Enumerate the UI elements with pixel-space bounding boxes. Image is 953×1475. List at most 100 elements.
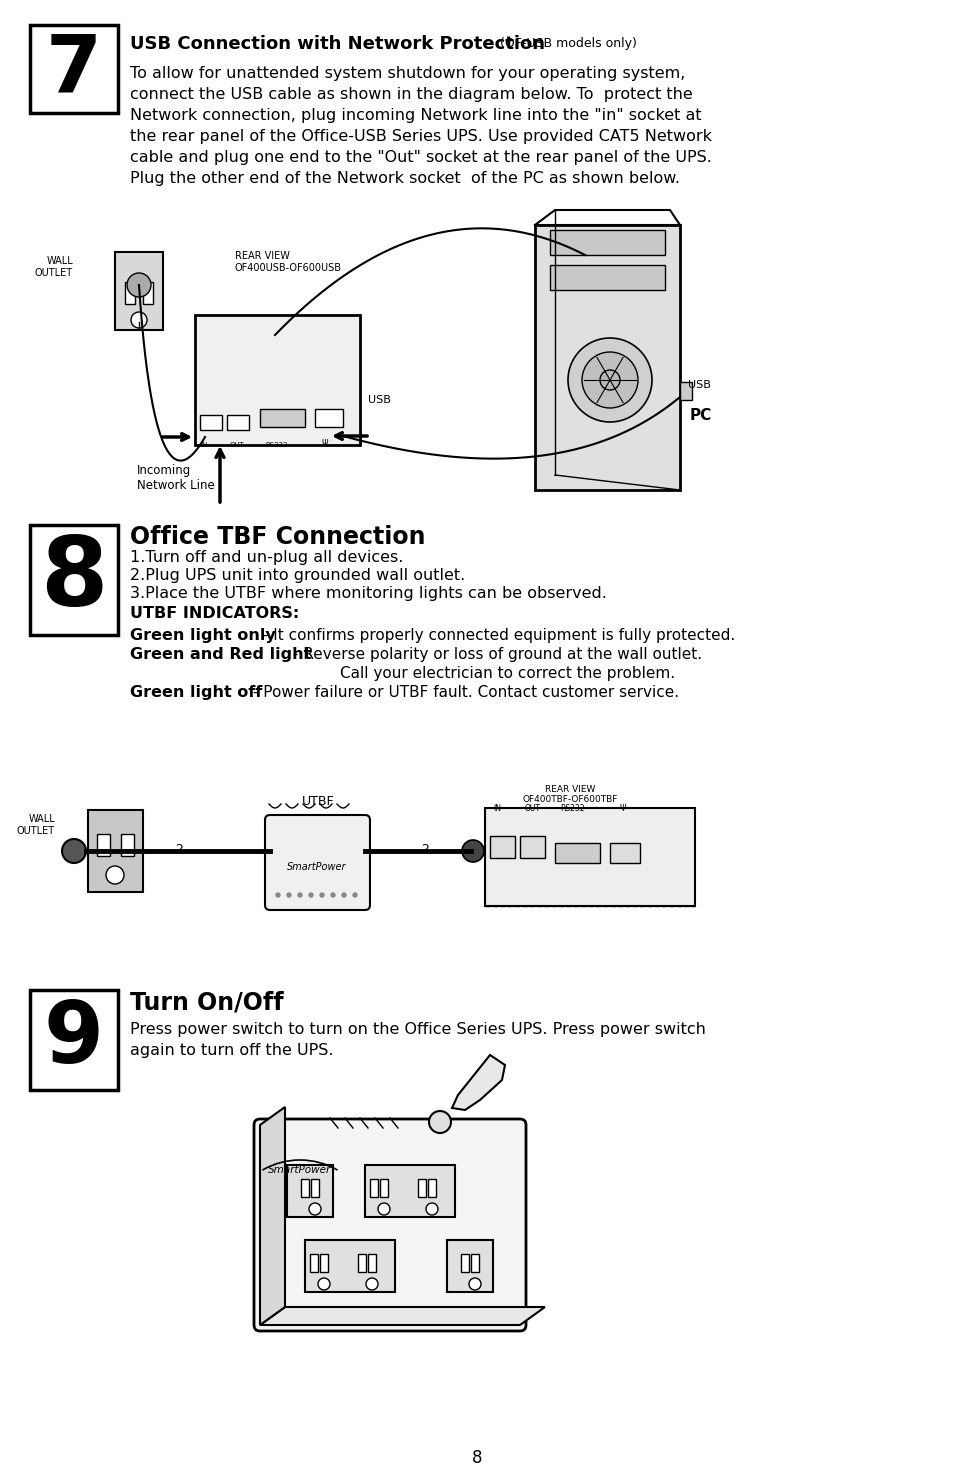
Bar: [357, 1254, 366, 1271]
Circle shape: [106, 866, 124, 884]
Circle shape: [341, 892, 346, 897]
Circle shape: [429, 1111, 451, 1133]
Circle shape: [426, 1204, 437, 1215]
Polygon shape: [260, 1108, 285, 1325]
Text: Turn On/Off: Turn On/Off: [130, 990, 283, 1013]
Circle shape: [353, 892, 356, 897]
Text: Ψ: Ψ: [619, 804, 626, 813]
Bar: [490, 836, 515, 858]
Bar: [379, 1179, 388, 1198]
Circle shape: [309, 892, 313, 897]
Bar: [194, 316, 359, 445]
Text: 2.Plug UPS unit into grounded wall outlet.: 2.Plug UPS unit into grounded wall outle…: [130, 568, 465, 584]
Text: UTBF: UTBF: [301, 795, 334, 808]
Text: Green light off: Green light off: [130, 686, 262, 701]
Text: 2: 2: [175, 844, 183, 856]
Text: OUT: OUT: [230, 442, 245, 448]
Bar: [679, 382, 691, 400]
Bar: [115, 252, 163, 330]
Bar: [460, 1254, 469, 1271]
Circle shape: [319, 892, 324, 897]
Text: WALL
OUTLET: WALL OUTLET: [17, 814, 55, 836]
Text: - It confirms properly connected equipment is fully protected.: - It confirms properly connected equipme…: [257, 628, 735, 643]
Bar: [314, 409, 343, 426]
Bar: [200, 414, 222, 431]
Bar: [417, 1179, 426, 1198]
Text: IN: IN: [200, 442, 207, 448]
Bar: [125, 282, 135, 304]
Text: Green and Red light: Green and Red light: [130, 648, 311, 662]
Circle shape: [377, 1204, 390, 1215]
Text: - Power failure or UTBF fault. Contact customer service.: - Power failure or UTBF fault. Contact c…: [248, 686, 679, 701]
Text: REAR VIEW
OF400USB-OF600USB: REAR VIEW OF400USB-OF600USB: [234, 251, 341, 273]
Text: USB: USB: [687, 381, 710, 389]
Bar: [30, 25, 118, 114]
Circle shape: [287, 892, 291, 897]
Text: IN: IN: [493, 804, 500, 813]
Text: 8: 8: [471, 1448, 482, 1468]
Bar: [227, 414, 249, 431]
Text: Office TBF Connection: Office TBF Connection: [130, 525, 425, 549]
Circle shape: [366, 1277, 377, 1291]
Bar: [305, 1240, 395, 1292]
Text: Incoming
Network Line: Incoming Network Line: [137, 465, 214, 493]
Text: USB: USB: [368, 395, 391, 406]
Text: Press power switch to turn on the Office Series UPS. Press power switch
again to: Press power switch to turn on the Office…: [130, 1022, 705, 1058]
Bar: [30, 990, 118, 1090]
Text: SmartPower: SmartPower: [287, 861, 346, 872]
Text: 8: 8: [40, 534, 108, 627]
Circle shape: [331, 892, 335, 897]
Text: Green light only: Green light only: [130, 628, 275, 643]
Text: (OF-USB models only): (OF-USB models only): [496, 37, 637, 50]
Circle shape: [599, 370, 619, 389]
Bar: [368, 1254, 375, 1271]
Bar: [519, 836, 544, 858]
Bar: [260, 409, 305, 426]
Bar: [370, 1179, 377, 1198]
Circle shape: [469, 1277, 480, 1291]
Bar: [310, 1254, 317, 1271]
Bar: [555, 844, 599, 863]
Bar: [535, 226, 679, 490]
Bar: [609, 844, 639, 863]
Circle shape: [461, 839, 483, 861]
Polygon shape: [452, 1055, 504, 1111]
Bar: [484, 808, 695, 906]
Text: To allow for unattended system shutdown for your operating system,
connect the U: To allow for unattended system shutdown …: [130, 66, 711, 186]
Text: WALL
OUTLET: WALL OUTLET: [35, 257, 73, 277]
Text: 7: 7: [46, 30, 102, 108]
Circle shape: [131, 313, 147, 327]
Bar: [550, 230, 664, 255]
Circle shape: [309, 1204, 320, 1215]
Bar: [30, 525, 118, 636]
Bar: [428, 1179, 436, 1198]
Bar: [143, 282, 152, 304]
Circle shape: [62, 839, 86, 863]
Text: Ψ: Ψ: [322, 440, 328, 448]
Bar: [121, 833, 133, 855]
Text: Call your electrician to correct the problem.: Call your electrician to correct the pro…: [339, 667, 675, 681]
Bar: [287, 1165, 333, 1217]
Circle shape: [127, 273, 151, 296]
Bar: [447, 1240, 493, 1292]
Text: PC: PC: [689, 409, 712, 423]
Text: 3.Place the UTBF where monitoring lights can be observed.: 3.Place the UTBF where monitoring lights…: [130, 587, 606, 602]
Bar: [97, 833, 110, 855]
Bar: [365, 1165, 455, 1217]
Text: UTBF INDICATORS:: UTBF INDICATORS:: [130, 606, 299, 621]
Circle shape: [567, 338, 651, 422]
Circle shape: [275, 892, 280, 897]
Text: RS232: RS232: [559, 804, 584, 813]
Text: 1.Turn off and un-plug all devices.: 1.Turn off and un-plug all devices.: [130, 550, 403, 565]
Text: REAR VIEW
OF400TBF-OF600TBF: REAR VIEW OF400TBF-OF600TBF: [521, 785, 617, 804]
Polygon shape: [260, 1307, 544, 1325]
Text: RS232: RS232: [265, 442, 287, 448]
Bar: [319, 1254, 328, 1271]
Bar: [311, 1179, 318, 1198]
Text: 2: 2: [420, 844, 429, 856]
Text: - Reverse polarity or loss of ground at the wall outlet.: - Reverse polarity or loss of ground at …: [288, 648, 701, 662]
Text: USB Connection with Network Protection: USB Connection with Network Protection: [130, 35, 544, 53]
Bar: [550, 266, 664, 291]
Circle shape: [297, 892, 302, 897]
Bar: [88, 810, 143, 892]
